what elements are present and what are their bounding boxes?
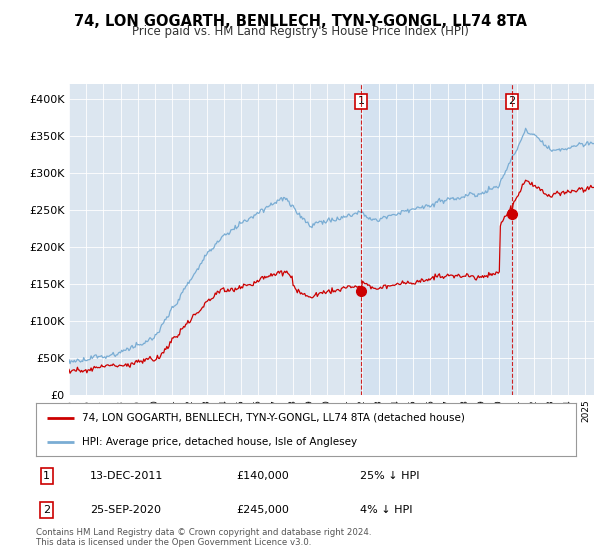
Text: 25-SEP-2020: 25-SEP-2020	[90, 505, 161, 515]
Text: Contains HM Land Registry data © Crown copyright and database right 2024.
This d: Contains HM Land Registry data © Crown c…	[36, 528, 371, 547]
Text: 2: 2	[508, 96, 515, 106]
Text: 1: 1	[358, 96, 364, 106]
Bar	[361, 84, 512, 395]
Text: 1: 1	[43, 471, 50, 481]
Text: 2: 2	[43, 505, 50, 515]
Text: 25% ↓ HPI: 25% ↓ HPI	[360, 471, 419, 481]
Text: 4% ↓ HPI: 4% ↓ HPI	[360, 505, 413, 515]
Text: 74, LON GOGARTH, BENLLECH, TYN-Y-GONGL, LL74 8TA: 74, LON GOGARTH, BENLLECH, TYN-Y-GONGL, …	[74, 14, 527, 29]
Text: £245,000: £245,000	[236, 505, 289, 515]
Text: 74, LON GOGARTH, BENLLECH, TYN-Y-GONGL, LL74 8TA (detached house): 74, LON GOGARTH, BENLLECH, TYN-Y-GONGL, …	[82, 413, 465, 423]
Text: 13-DEC-2011: 13-DEC-2011	[90, 471, 163, 481]
Text: Price paid vs. HM Land Registry's House Price Index (HPI): Price paid vs. HM Land Registry's House …	[131, 25, 469, 38]
Text: £140,000: £140,000	[236, 471, 289, 481]
Text: HPI: Average price, detached house, Isle of Anglesey: HPI: Average price, detached house, Isle…	[82, 437, 357, 447]
